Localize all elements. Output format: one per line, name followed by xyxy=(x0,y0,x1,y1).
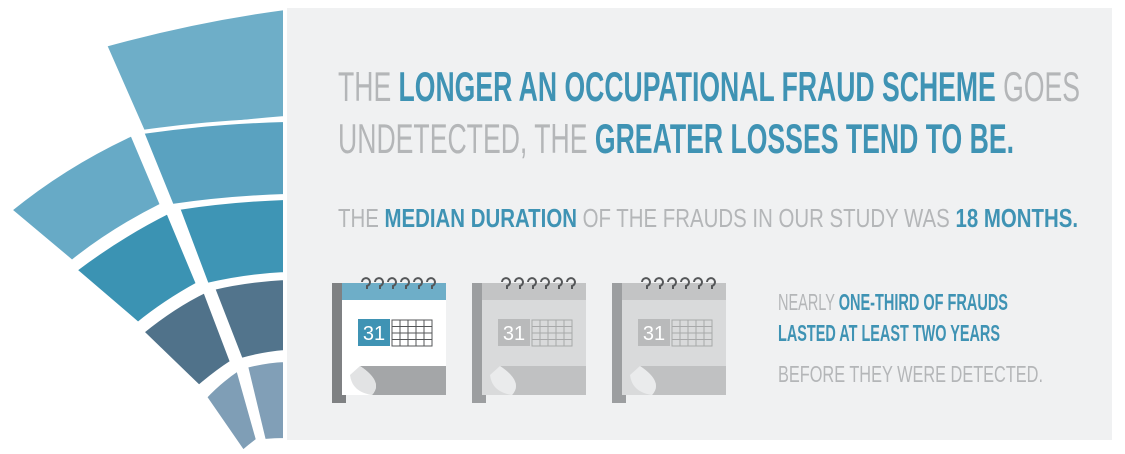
note-line: BEFORE THEY WERE DETECTED. xyxy=(778,361,1043,387)
emphasis-text: GREATER LOSSES TEND TO BE. xyxy=(595,115,1014,162)
day-number: 31 xyxy=(643,323,665,345)
plain-text: BEFORE THEY WERE DETECTED. xyxy=(778,361,1043,387)
plain-text: UNDETECTED, THE xyxy=(338,115,595,162)
calendar: 31 xyxy=(612,278,726,403)
plain-text: GOES xyxy=(996,63,1080,110)
subline: THE MEDIAN DURATION OF THE FRAUDS IN OUR… xyxy=(338,203,1078,233)
headline-line: THE LONGER AN OCCUPATIONAL FRAUD SCHEME … xyxy=(338,63,1080,110)
fan-decoration xyxy=(10,8,285,452)
emphasis-text: 18 MONTHS. xyxy=(955,203,1078,233)
day-number: 31 xyxy=(363,323,385,345)
calendar-row: 31 31 31 xyxy=(332,278,726,403)
day-number: 31 xyxy=(503,323,525,345)
headline-line: UNDETECTED, THE GREATER LOSSES TEND TO B… xyxy=(338,115,1014,162)
emphasis-text: MEDIAN DURATION xyxy=(385,203,577,233)
calendar: 31 xyxy=(472,278,586,403)
plain-text: OF THE FRAUDS IN OUR STUDY WAS xyxy=(577,203,956,233)
plain-text: THE xyxy=(338,63,399,110)
fan-tile xyxy=(142,120,285,206)
emphasis-text: LASTED AT LEAST TWO YEARS xyxy=(778,320,1000,346)
note-line: NEARLY ONE-THIRD OF FRAUDS xyxy=(778,289,1008,315)
plain-text: NEARLY xyxy=(778,289,839,315)
infographic: THE LONGER AN OCCUPATIONAL FRAUD SCHEME … xyxy=(0,0,1125,454)
fan-tile xyxy=(105,8,285,136)
calendar: 31 xyxy=(332,278,446,403)
emphasis-text: ONE-THIRD OF FRAUDS xyxy=(839,289,1008,315)
emphasis-text: LONGER AN OCCUPATIONAL FRAUD SCHEME xyxy=(399,63,996,110)
note-line: LASTED AT LEAST TWO YEARS xyxy=(778,320,1000,346)
plain-text: THE xyxy=(338,203,385,233)
